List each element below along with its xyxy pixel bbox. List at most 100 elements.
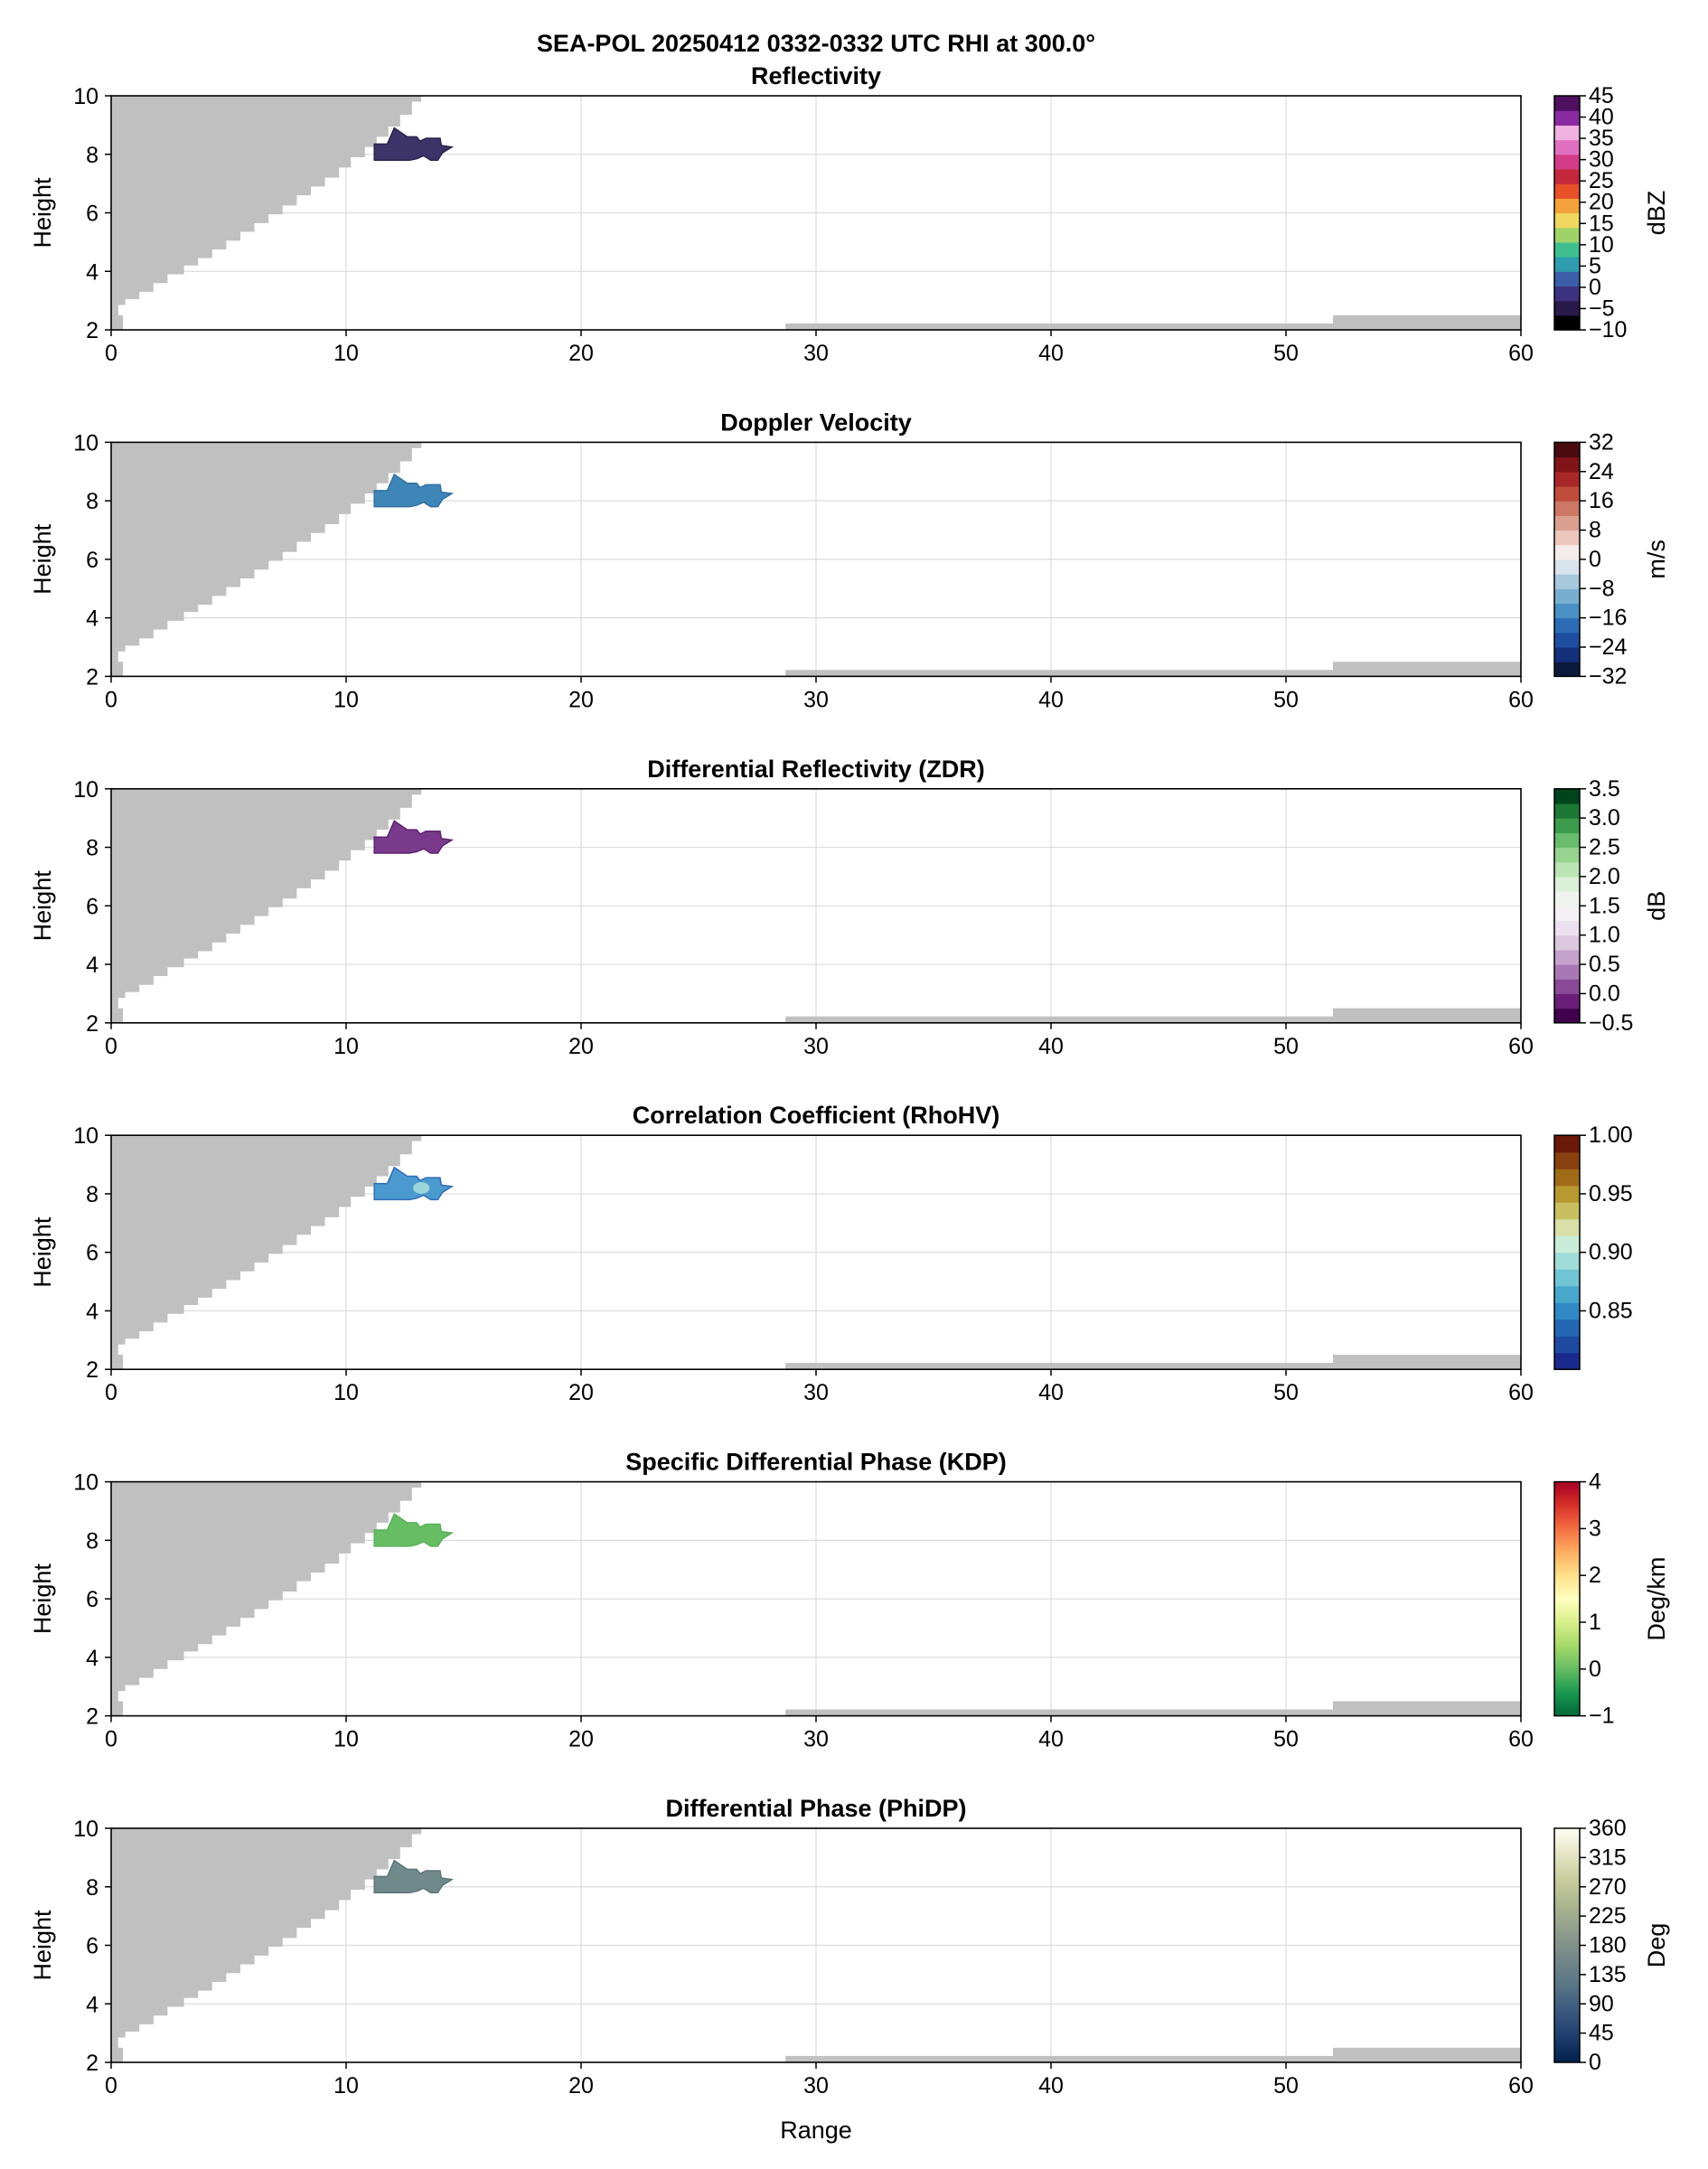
colorbar-frame <box>1553 95 1581 331</box>
x-tick-label: 60 <box>1508 341 1534 366</box>
colorbar-segment <box>1554 212 1580 229</box>
panel-title: Differential Reflectivity (ZDR) <box>647 756 985 783</box>
echo-region <box>373 1166 455 1201</box>
colorbar-segment <box>1554 198 1580 214</box>
colorbar-tick-label: 2 <box>1589 1563 1601 1588</box>
colorbar-label: m/s <box>1643 540 1670 579</box>
colorbar-segment <box>1554 110 1580 126</box>
y-tick-label: 8 <box>86 489 99 514</box>
colorbar-segment <box>1554 241 1580 258</box>
colorbar-segment <box>1554 861 1580 878</box>
colorbar-gradient <box>1554 1481 1580 1716</box>
colorbar-segment <box>1554 617 1580 634</box>
y-tick-label: 10 <box>73 1817 99 1842</box>
panel-title: Reflectivity <box>751 62 881 89</box>
beam-blockage-region <box>111 1135 422 1370</box>
plot-area <box>111 788 1521 1023</box>
x-tick-label: 40 <box>1038 1034 1064 1059</box>
x-tick-label: 10 <box>333 341 359 366</box>
figure-suptitle: SEA-POL 20250412 0332-0332 UTC RHI at 30… <box>537 30 1095 57</box>
x-tick-label: 30 <box>803 1034 829 1059</box>
colorbar-tick-label: 30 <box>1589 147 1614 173</box>
x-axis-label: Range <box>780 2117 852 2144</box>
colorbar-tick-label: 20 <box>1589 190 1614 215</box>
y-tick-label: 8 <box>86 1875 99 1901</box>
y-tick-label: 4 <box>86 1646 99 1671</box>
colorbar-tick-label: 25 <box>1589 168 1614 193</box>
colorbar-tick-label: −0.5 <box>1589 1010 1633 1036</box>
colorbar-tick-label: 0 <box>1589 1657 1601 1682</box>
colorbar-tick-label: 40 <box>1589 105 1614 130</box>
ground-clutter-band <box>785 1363 1333 1370</box>
colorbar-segment <box>1554 1285 1580 1303</box>
colorbar-tick-label: 180 <box>1589 1933 1627 1958</box>
y-tick-label: 2 <box>86 2051 99 2076</box>
colorbar-tick-label: −1 <box>1589 1704 1615 1729</box>
colorbar-segment <box>1554 300 1580 316</box>
x-tick-label: 40 <box>1038 687 1064 712</box>
plot-area <box>111 96 1521 330</box>
colorbar-segment <box>1554 949 1580 965</box>
colorbar-tick-label: 1.5 <box>1589 893 1620 918</box>
colorbar-segment <box>1554 803 1580 819</box>
y-tick-label: 6 <box>86 548 99 573</box>
colorbar-segment <box>1554 1352 1580 1370</box>
colorbar-segment <box>1554 1252 1580 1270</box>
colorbar-segment <box>1554 818 1580 833</box>
x-tick-label: 50 <box>1273 1380 1299 1405</box>
colorbar-segment <box>1554 647 1580 662</box>
y-tick-label: 6 <box>86 202 99 227</box>
colorbar-segment <box>1554 501 1580 516</box>
y-axis-label: Height <box>29 177 56 249</box>
colorbar-segment <box>1554 920 1580 936</box>
y-tick-label: 8 <box>86 1528 99 1554</box>
panel-3: Differential Reflectivity (ZDR)0 10 20 30 40… <box>29 756 1670 1059</box>
colorbar-segment <box>1554 1302 1580 1320</box>
colorbar-segment <box>1554 286 1580 302</box>
x-tick-label: 60 <box>1508 1380 1534 1405</box>
colorbar-segment <box>1554 603 1580 619</box>
colorbar-tick-label: 0.90 <box>1589 1240 1633 1265</box>
beam-blockage-base <box>111 2047 123 2062</box>
colorbar-segment <box>1554 1269 1580 1287</box>
panel-title: Doppler Velocity <box>720 408 912 436</box>
colorbar-tick-label: 5 <box>1589 253 1601 278</box>
echo-region <box>373 820 455 854</box>
x-tick-label: 30 <box>803 1727 829 1752</box>
colorbar-tick-label: 3 <box>1589 1516 1601 1541</box>
colorbar-segment <box>1554 993 1580 1009</box>
colorbar-tick-label: −32 <box>1589 663 1627 689</box>
colorbar-segment <box>1554 1169 1580 1187</box>
x-tick-label: 10 <box>333 1380 359 1405</box>
ground-clutter-band <box>1333 1355 1521 1370</box>
colorbar-tick-label: −10 <box>1589 317 1627 343</box>
colorbar-label: dBZ <box>1643 191 1670 236</box>
colorbar-segment <box>1554 1319 1580 1337</box>
echo-region <box>373 127 455 161</box>
colorbar-segment <box>1554 1235 1580 1254</box>
y-tick-label: 2 <box>86 664 99 690</box>
beam-blockage-base <box>111 1355 123 1370</box>
colorbar-segment <box>1554 1185 1580 1203</box>
x-tick-label: 40 <box>1038 1727 1064 1752</box>
x-tick-label: 10 <box>333 1034 359 1059</box>
colorbar-tick-label: 0.5 <box>1589 952 1620 977</box>
ground-clutter-band <box>785 323 1333 330</box>
colorbar-label: Deg/km <box>1643 1557 1670 1641</box>
beam-blockage-base <box>111 662 123 677</box>
y-tick-label: 6 <box>86 1934 99 1959</box>
ground-clutter-band <box>1333 1701 1521 1716</box>
x-tick-label: 60 <box>1508 2073 1534 2099</box>
beam-blockage-base <box>111 1008 123 1023</box>
colorbar-tick-label: 10 <box>1589 232 1614 258</box>
x-tick-label: 40 <box>1038 341 1064 366</box>
x-tick-label: 20 <box>568 1380 594 1405</box>
colorbar-segment <box>1554 227 1580 243</box>
x-tick-label: 40 <box>1038 2073 1064 2099</box>
colorbar-tick-label: 8 <box>1589 518 1601 543</box>
x-tick-label: 40 <box>1038 1380 1064 1405</box>
x-tick-label: 0 <box>105 341 117 366</box>
y-tick-label: 6 <box>86 894 99 919</box>
y-tick-label: 4 <box>86 953 99 978</box>
